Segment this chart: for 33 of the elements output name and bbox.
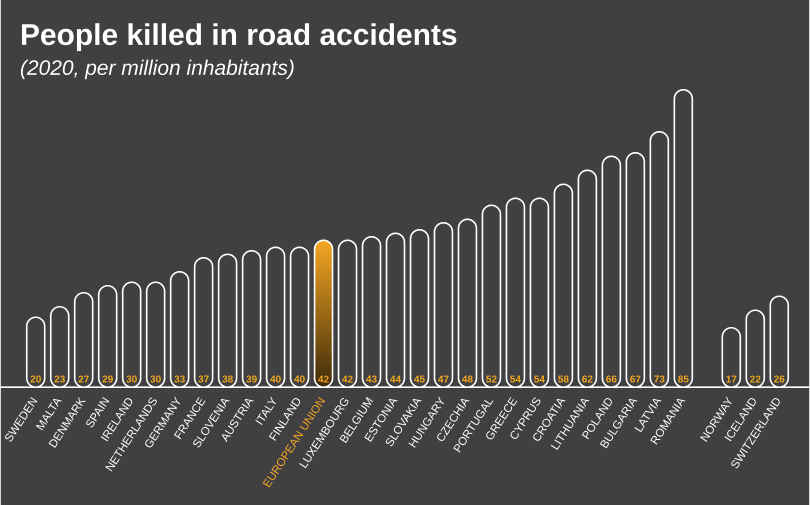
chart-subtitle: (2020, per million inhabitants)	[20, 60, 294, 80]
data-label: 39	[246, 375, 257, 383]
data-label: 37	[198, 375, 209, 383]
data-label: 45	[414, 376, 425, 383]
data-label: 42	[342, 376, 353, 383]
data-label: 54	[510, 376, 521, 383]
data-label: 30	[150, 375, 161, 383]
data-label: 85	[678, 375, 689, 383]
data-label: 58	[558, 375, 569, 383]
data-label: 27	[78, 376, 89, 383]
data-label: 48	[462, 375, 473, 383]
data-label: 22	[750, 376, 760, 383]
data-label: 38	[222, 375, 233, 383]
data-label: 43	[366, 375, 377, 383]
data-label: 73	[654, 375, 665, 383]
data-label: 23	[54, 375, 65, 383]
data-label: 52	[486, 375, 497, 383]
data-label: 66	[606, 375, 617, 383]
chart-title: People killed in road accidents	[22, 23, 456, 52]
data-label: 26	[774, 375, 784, 383]
data-label: 29	[102, 375, 113, 383]
data-label: 40	[294, 375, 305, 383]
data-label: 62	[582, 375, 593, 383]
data-label: 30	[126, 375, 137, 383]
data-label: 20	[30, 375, 41, 383]
data-label: 67	[630, 375, 640, 383]
data-label: 47	[438, 376, 449, 383]
data-label: 44	[390, 376, 401, 383]
data-label: 17	[726, 376, 736, 383]
data-label: 33	[174, 375, 185, 383]
data-label: 40	[270, 375, 281, 383]
data-label: 54	[534, 376, 545, 383]
data-label: 42	[318, 376, 329, 383]
